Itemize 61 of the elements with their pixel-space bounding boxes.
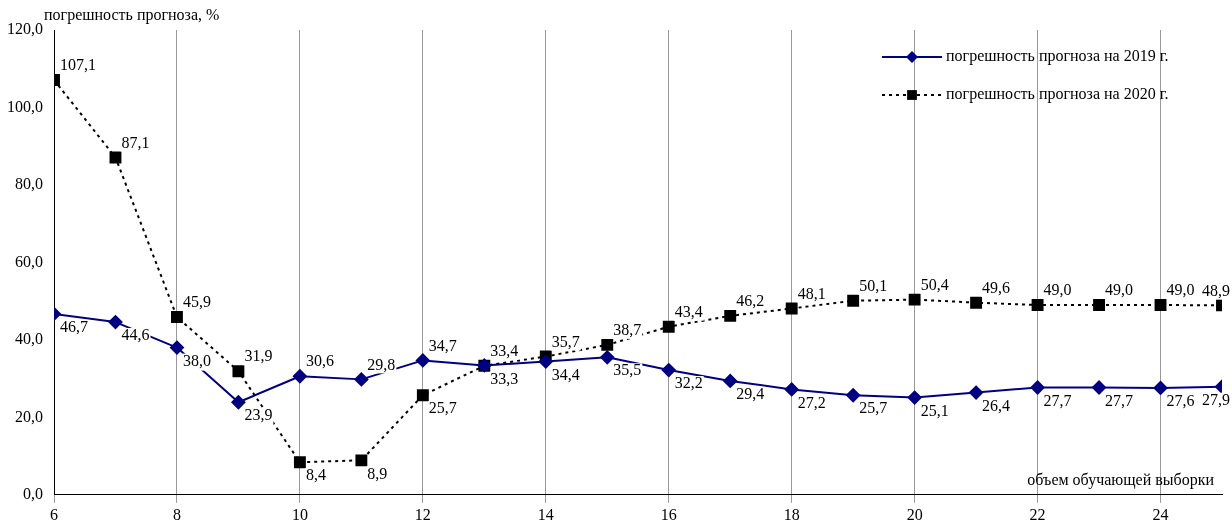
data-label: 107,1: [60, 56, 96, 74]
x-tick-label: 8: [172, 505, 181, 523]
y-tick-label: 120,0: [7, 20, 43, 38]
legend-label: погрешность прогноза на 2019 г.: [946, 47, 1169, 66]
data-label: 35,5: [613, 361, 642, 379]
data-label: 27,9: [1202, 390, 1230, 408]
data-label: 44,6: [121, 326, 150, 344]
data-label: 8,4: [305, 466, 326, 484]
data-label: 29,8: [367, 355, 396, 373]
data-label: 50,1: [859, 276, 888, 294]
data-label: 30,6: [305, 352, 334, 370]
x-tick-label: 6: [50, 505, 58, 523]
data-label: 34,4: [551, 365, 580, 383]
y-tick-label: 0,0: [23, 485, 43, 502]
data-label: 45,9: [182, 293, 211, 311]
data-label: 34,7: [428, 336, 457, 354]
x-tick-label: 12: [414, 505, 431, 523]
y-tick-label: 20,0: [15, 407, 43, 425]
data-label: 33,4: [490, 341, 519, 359]
data-label: 25,7: [428, 399, 457, 417]
x-tick-label: 14: [537, 505, 554, 523]
y-tick-label: 80,0: [15, 175, 43, 193]
data-label: 29,4: [736, 385, 765, 403]
y-axis-title: погрешность прогноза, %: [44, 6, 220, 25]
data-label: 49,0: [1166, 281, 1195, 299]
data-label: 87,1: [121, 133, 150, 151]
data-label: 49,0: [1105, 281, 1134, 299]
x-tick-label: 16: [660, 505, 677, 523]
y-tick-label: 60,0: [15, 252, 43, 270]
data-label: 38,0: [182, 351, 211, 369]
data-label: 46,7: [60, 318, 88, 336]
x-tick-label: 20: [906, 505, 923, 523]
x-axis-title: объем обучающей выборки: [1027, 471, 1215, 489]
x-tick-label: 10: [291, 505, 308, 523]
data-label: 32,2: [674, 374, 703, 392]
x-tick-label: 22: [1029, 505, 1046, 523]
data-label: 27,6: [1166, 392, 1195, 410]
legend-label: погрешность прогноза на 2020 г.: [946, 85, 1169, 104]
data-label: 26,4: [982, 396, 1011, 414]
data-label: 48,1: [797, 284, 826, 302]
y-tick-label: 100,0: [7, 97, 43, 115]
data-label: 8,9: [367, 464, 388, 482]
x-tick-label: 18: [783, 505, 800, 523]
data-label: 43,4: [674, 302, 703, 320]
data-label: 25,7: [859, 399, 888, 417]
data-label: 35,7: [551, 332, 580, 350]
y-tick-label: 40,0: [15, 330, 43, 348]
data-label: 38,7: [613, 321, 642, 339]
data-label: 27,7: [1105, 391, 1134, 409]
data-label: 27,2: [797, 393, 826, 411]
data-label: 31,9: [244, 347, 273, 365]
data-label: 49,0: [1043, 281, 1072, 299]
data-label: 46,2: [736, 292, 765, 310]
data-label: 49,6: [982, 278, 1011, 296]
data-label: 27,7: [1043, 391, 1072, 409]
x-tick-label: 24: [1152, 505, 1169, 523]
data-label: 48,9: [1202, 281, 1230, 299]
data-label: 25,1: [920, 401, 949, 419]
data-label: 23,9: [244, 406, 273, 424]
data-label: 50,4: [920, 275, 949, 293]
data-label: 33,3: [490, 370, 519, 388]
